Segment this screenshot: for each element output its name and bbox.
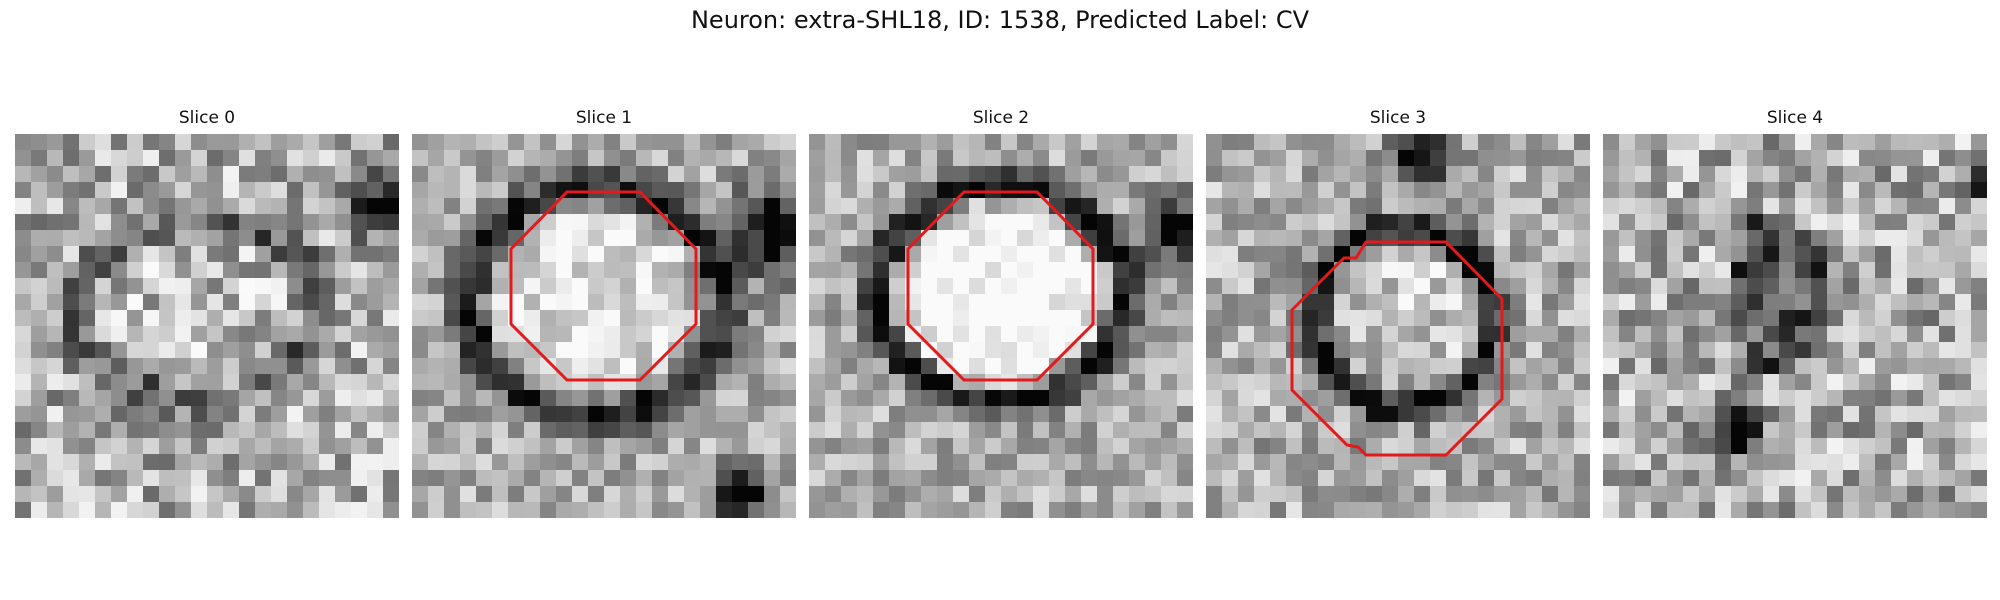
- slice-title-4: Slice 4: [1766, 108, 1824, 128]
- slice-image-4: [1603, 134, 1987, 518]
- roi-outline-3: [1290, 240, 1504, 457]
- slice-image-0: [15, 134, 399, 518]
- slice-image-1: [412, 134, 796, 518]
- figure-title: Neuron: extra-SHL18, ID: 1538, Predicted…: [690, 6, 1310, 34]
- slice-title-0: Slice 0: [178, 108, 236, 128]
- roi-outline-2: [906, 190, 1095, 382]
- slice-image-2: [809, 134, 1193, 518]
- slice-title-2: Slice 2: [972, 108, 1030, 128]
- slice-title-3: Slice 3: [1369, 108, 1427, 128]
- slice-title-1: Slice 1: [575, 108, 633, 128]
- slice-image-3: [1206, 134, 1590, 518]
- roi-outline-1: [509, 190, 698, 382]
